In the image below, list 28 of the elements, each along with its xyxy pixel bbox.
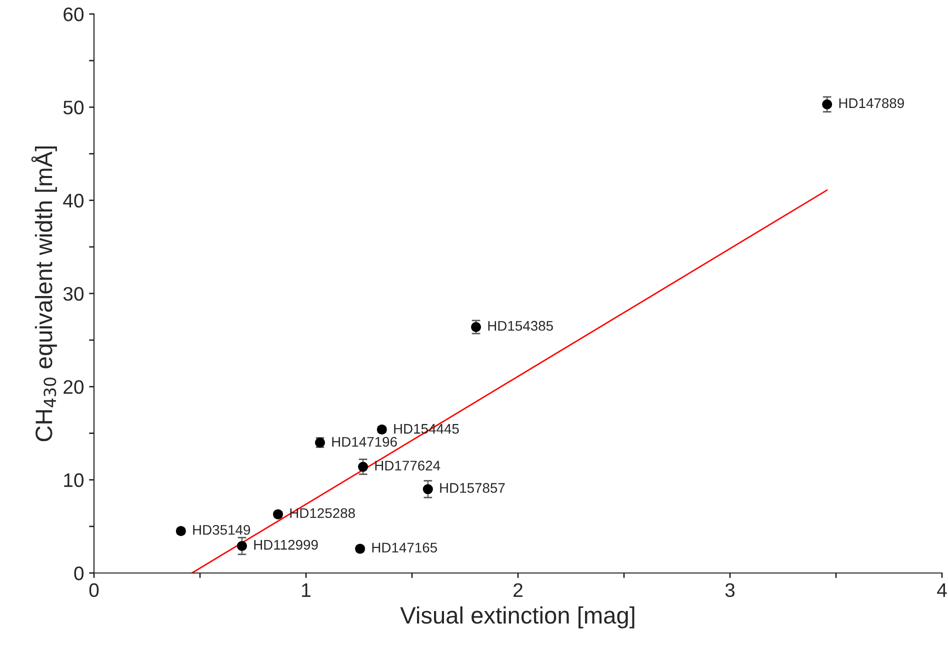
y-axis-title: CH$_{430}$ equivalent width [mÅ] [31,146,57,442]
annotation: HD125288 [290,508,355,518]
point [470,322,482,332]
y-tick-label: 20 [64,380,84,394]
annotation: HD147889 [839,98,904,108]
annotation: HD35149 [193,524,250,535]
y-tick-label: 30 [63,286,84,301]
point [422,484,433,494]
y-tick-label: 50 [63,100,84,114]
y-tick-label: 0 [74,566,84,580]
annotation: HD147165 [372,542,437,553]
annotation: HD154385 [488,320,553,331]
point [822,99,832,110]
y-tick-label: 40 [63,194,84,208]
x-tick-label: 3 [725,583,735,598]
x-tick-label: 1 [302,583,310,597]
point [236,540,248,552]
y-tick-label: 10 [64,473,84,488]
annotation: HD157857 [440,483,505,493]
x-tick-label: 4 [937,583,947,597]
annotation: HD112999 [254,540,318,550]
annotation: HD177624 [375,460,440,471]
point [358,462,368,472]
x-tick-label: 0 [89,583,99,598]
x-axis-title: Visual extinction [mag] [400,606,634,628]
x-tick-label: 2 [514,583,522,597]
y-tick-label: 60 [64,7,84,22]
annotation: HD147196 [332,436,397,447]
